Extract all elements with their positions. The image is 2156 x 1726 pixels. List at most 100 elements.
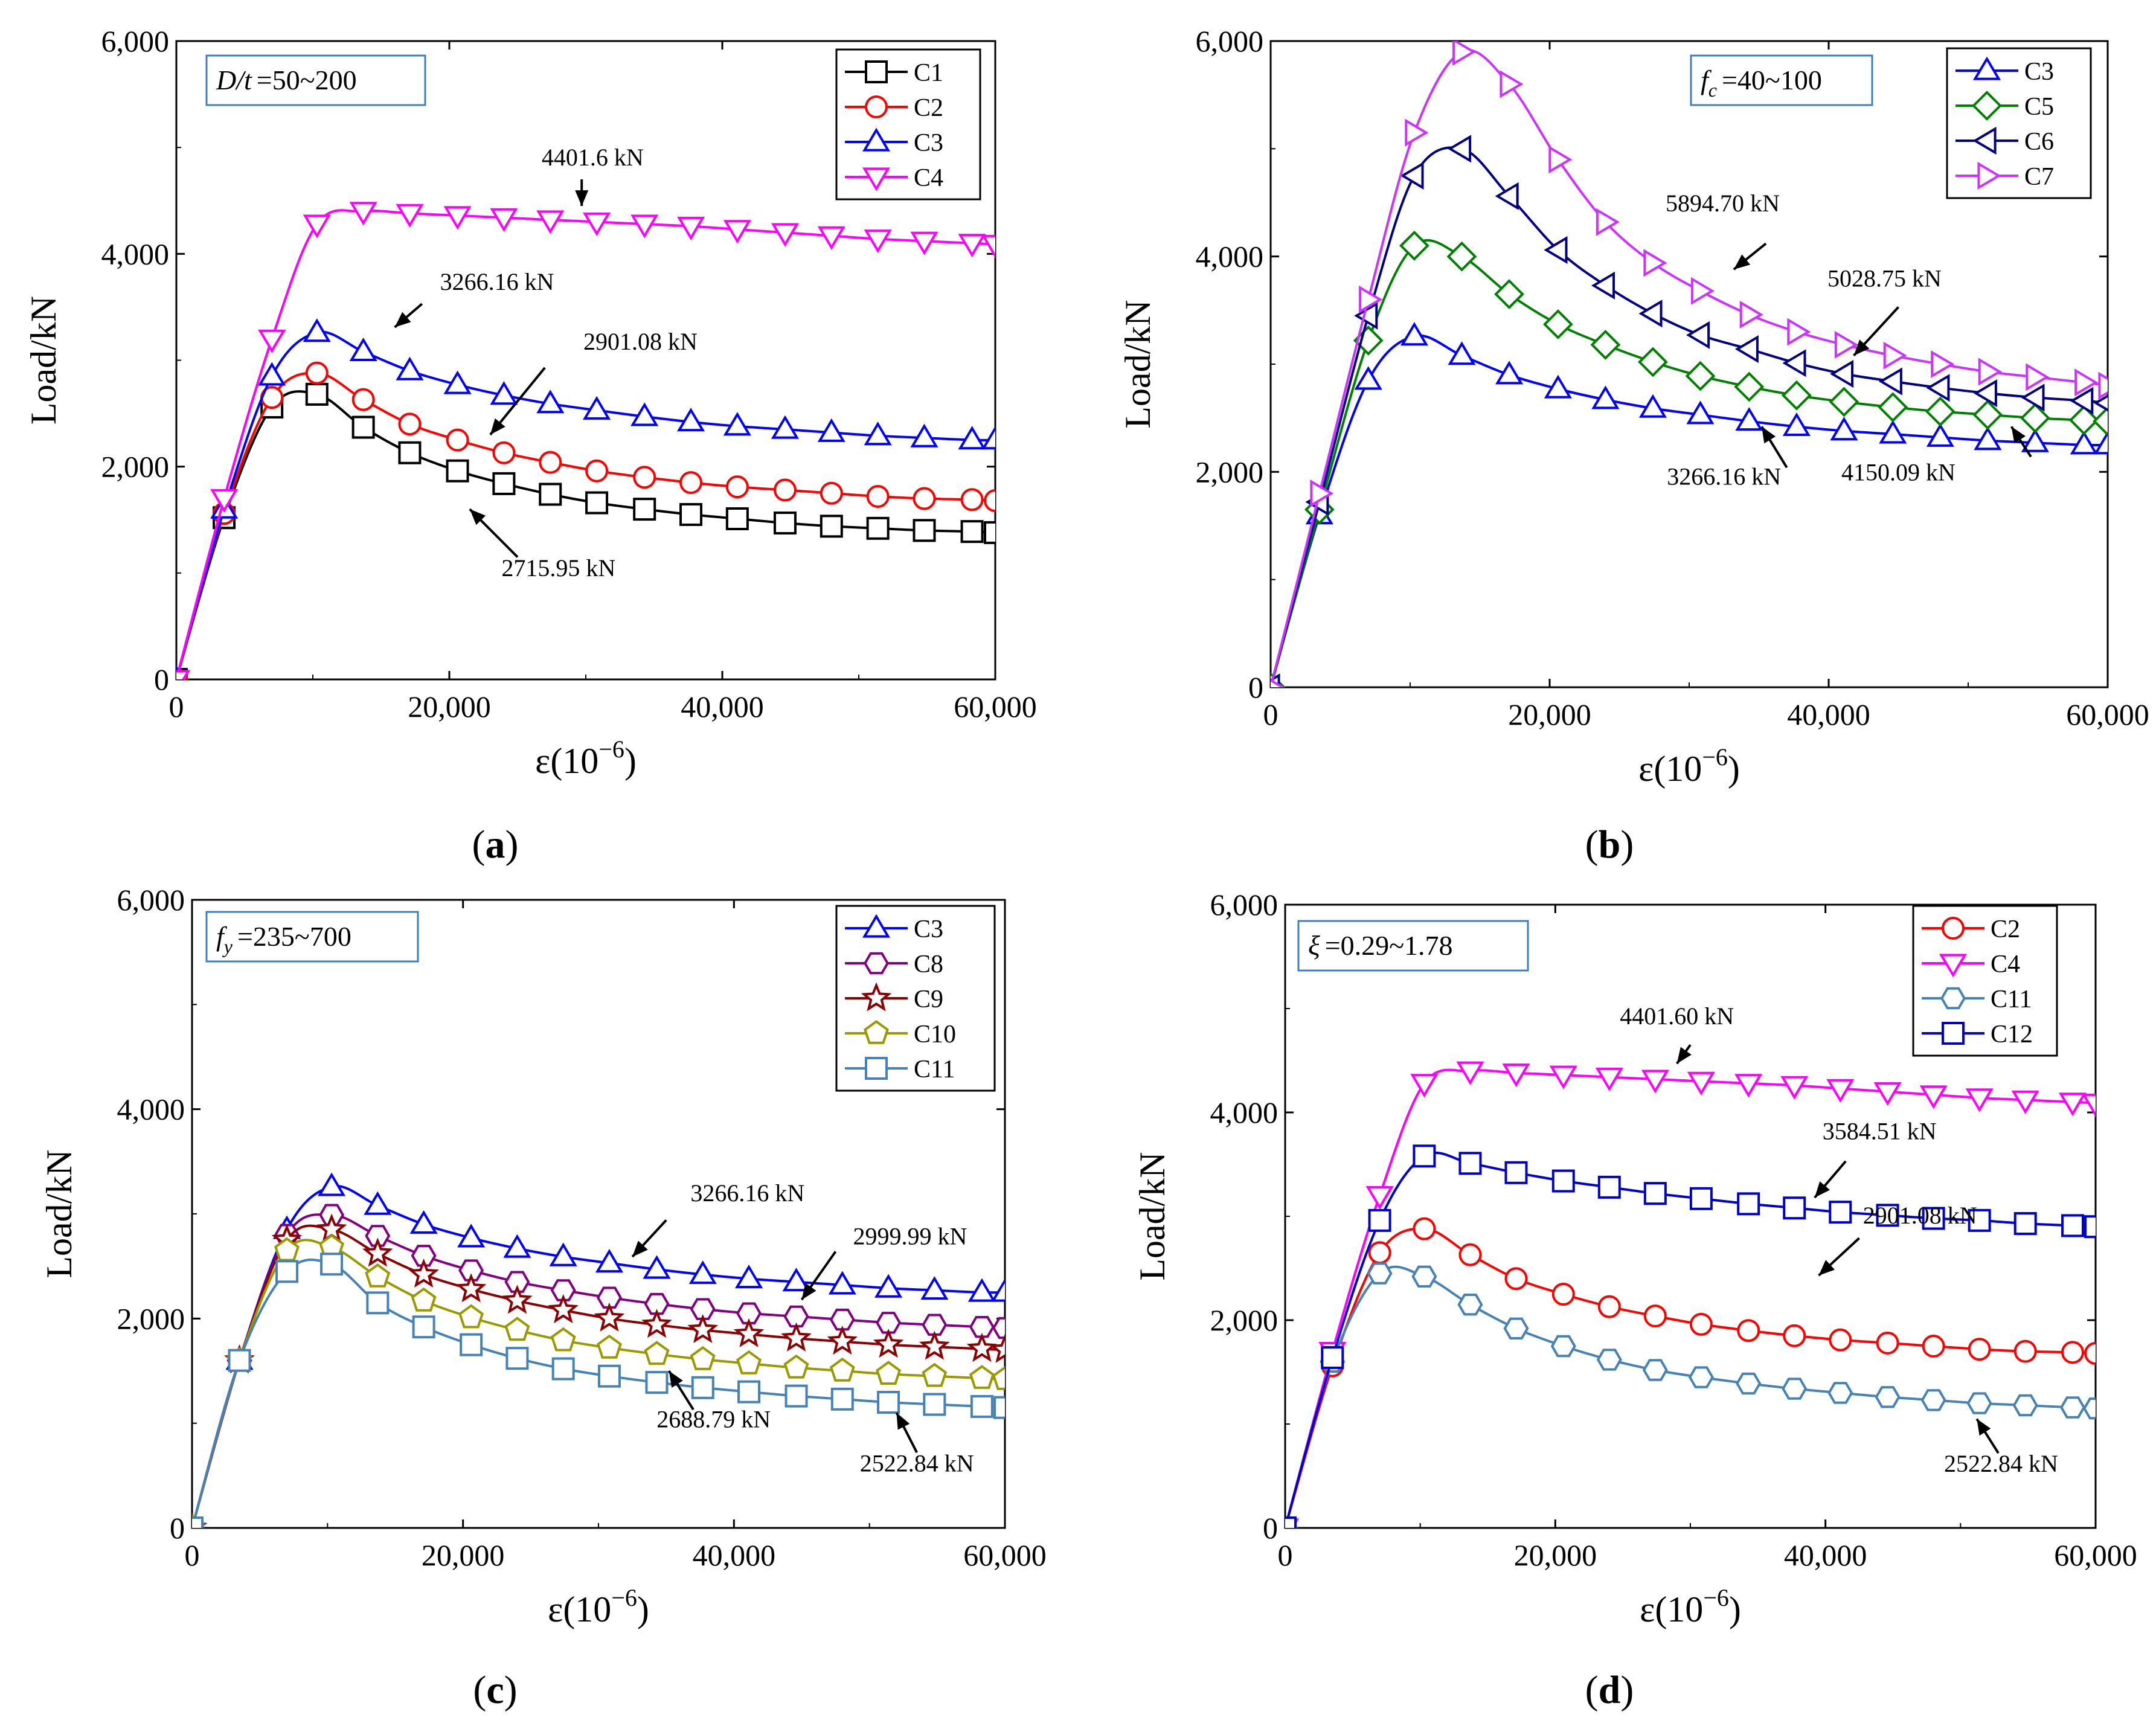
- data-point-C12: [2013, 1212, 2037, 1236]
- data-point-C11: [1736, 1372, 1762, 1395]
- data-point-C10: [411, 1287, 437, 1312]
- x-tick-label: 20,000: [1514, 1538, 1597, 1572]
- data-point-C10: [922, 1362, 948, 1387]
- data-point-C5: [1590, 329, 1621, 360]
- data-point-C3: [967, 1278, 996, 1302]
- data-point-C2: [2084, 1342, 2096, 1365]
- parameter-range: =40~100: [1722, 65, 1822, 95]
- annotation-arrow-head: [669, 1371, 683, 1388]
- annotation: 4401.60 kN: [1620, 1003, 1734, 1065]
- legend-marker: [862, 167, 890, 191]
- parameter-subscript: c: [1708, 79, 1717, 101]
- data-point-C3: [828, 1271, 856, 1295]
- y-tick-label: 4,000: [101, 237, 170, 271]
- legend: C3 C5 C6 C7: [1946, 47, 2092, 199]
- annotation: 2715.95 kN: [469, 508, 615, 582]
- data-point-C3: [991, 1278, 1005, 1302]
- panel-c: 0 20,000 40,000 60,000 0 2,000 4,000 6,000 ε(10−…: [39, 883, 1047, 1712]
- panel-d: 0 20,000 40,000 60,000 0 2,000 4,000 6,000 ε(10−…: [1132, 888, 2137, 1712]
- data-point-C4: [1641, 1070, 1669, 1094]
- annotation-label: 3266.16 kN: [1667, 463, 1781, 490]
- plot-area: [176, 202, 995, 679]
- data-point-C4: [536, 210, 565, 234]
- legend-label: C10: [914, 1021, 956, 1048]
- data-point-C5: [2020, 403, 2050, 434]
- x-axis-label-main: ε(10: [1640, 1590, 1703, 1629]
- legend-label: C8: [914, 951, 943, 978]
- legend-marker: [1939, 954, 1968, 978]
- data-point-C3: [735, 1264, 763, 1289]
- data-point-C2: [1783, 1324, 1806, 1347]
- data-point-C4: [981, 234, 995, 258]
- data-point-C7: [1931, 350, 1955, 378]
- annotation-label: 5894.70 kN: [1666, 190, 1780, 217]
- data-point-C5: [1829, 387, 1859, 417]
- data-point-C2: [679, 471, 703, 495]
- series-C3: [1271, 322, 2108, 687]
- data-point-C2: [1368, 1241, 1391, 1265]
- parameter-range: =0.29~1.78: [1325, 930, 1453, 961]
- series-C12: [1285, 1144, 2096, 1528]
- data-point-C11: [993, 1396, 1005, 1419]
- data-point-C12: [1783, 1196, 1806, 1220]
- annotation: 4401.6 kN: [542, 144, 644, 207]
- data-point-C4: [1734, 1074, 1763, 1098]
- data-point-C2: [1968, 1338, 1991, 1361]
- x-tick-label: 0: [1263, 698, 1279, 731]
- data-point-C1: [351, 415, 375, 439]
- data-point-C2: [539, 451, 562, 474]
- data-point-C2: [1551, 1283, 1575, 1306]
- x-axis-label-close: ): [637, 1590, 649, 1629]
- legend-item-C2: C2: [845, 94, 943, 122]
- series-C2: [176, 361, 995, 679]
- legend-item-C3: C3: [1955, 56, 2054, 86]
- data-point-C11: [645, 1371, 669, 1394]
- data-point-C11: [784, 1384, 808, 1408]
- x-axis-label-sup: −6: [598, 736, 624, 763]
- data-point-C3: [1926, 423, 1954, 447]
- y-tick-label: 2,000: [1196, 455, 1264, 489]
- annotation-label: 2688.79 kN: [656, 1406, 771, 1433]
- legend-label: C11: [914, 1056, 955, 1083]
- annotation-arrow-head: [1676, 1047, 1692, 1064]
- data-point-C6: [1782, 349, 1806, 377]
- parameter-box-border: [205, 911, 419, 963]
- data-point-C11: [412, 1315, 435, 1339]
- data-point-C7: [2026, 363, 2050, 391]
- data-point-C3: [1544, 374, 1572, 399]
- panel-a: 0 20,000 40,000 60,000 0 2,000 4,000 6,000 ε(10−…: [24, 24, 1037, 867]
- legend-marker: [862, 914, 890, 938]
- data-point-C9: [919, 1330, 950, 1360]
- data-point-C12: [2061, 1214, 2084, 1237]
- data-point-C11: [1457, 1294, 1483, 1316]
- legend-label: C4: [1991, 951, 2020, 978]
- annotation-label: 2901.08 kN: [583, 328, 698, 355]
- y-tick-label: 0: [154, 662, 169, 696]
- legend-label: C3: [914, 129, 943, 157]
- data-point-C2: [305, 361, 329, 385]
- data-point-C4: [349, 202, 377, 226]
- data-point-C2: [1413, 1217, 1436, 1240]
- series-C11: [1285, 1262, 2096, 1528]
- parameter-box-border: [1690, 54, 1873, 106]
- data-point-C5: [2093, 406, 2108, 437]
- data-point-C9: [362, 1237, 393, 1267]
- y-tick-label: 6,000: [1210, 888, 1279, 922]
- legend-marker: [865, 95, 888, 118]
- data-point-C11: [1642, 1359, 1668, 1381]
- x-axis-label-main: ε(10: [535, 741, 598, 781]
- data-point-C9: [408, 1258, 439, 1288]
- data-point-C9: [966, 1332, 998, 1362]
- data-point-C3: [1638, 394, 1667, 418]
- data-point-C2: [1737, 1319, 1760, 1343]
- data-point-C4: [176, 670, 191, 679]
- annotation: 5894.70 kN: [1666, 190, 1780, 271]
- data-point-C4: [2011, 1090, 2039, 1114]
- x-tick-label: 60,000: [2054, 1538, 2137, 1572]
- data-point-C2: [960, 488, 984, 512]
- data-point-C6: [2093, 394, 2108, 412]
- data-point-C2: [1597, 1295, 1621, 1318]
- parameter-box-border: [205, 54, 426, 106]
- parameter-label: D/t =50~200: [216, 65, 357, 95]
- y-tick-label: 0: [1263, 1511, 1278, 1545]
